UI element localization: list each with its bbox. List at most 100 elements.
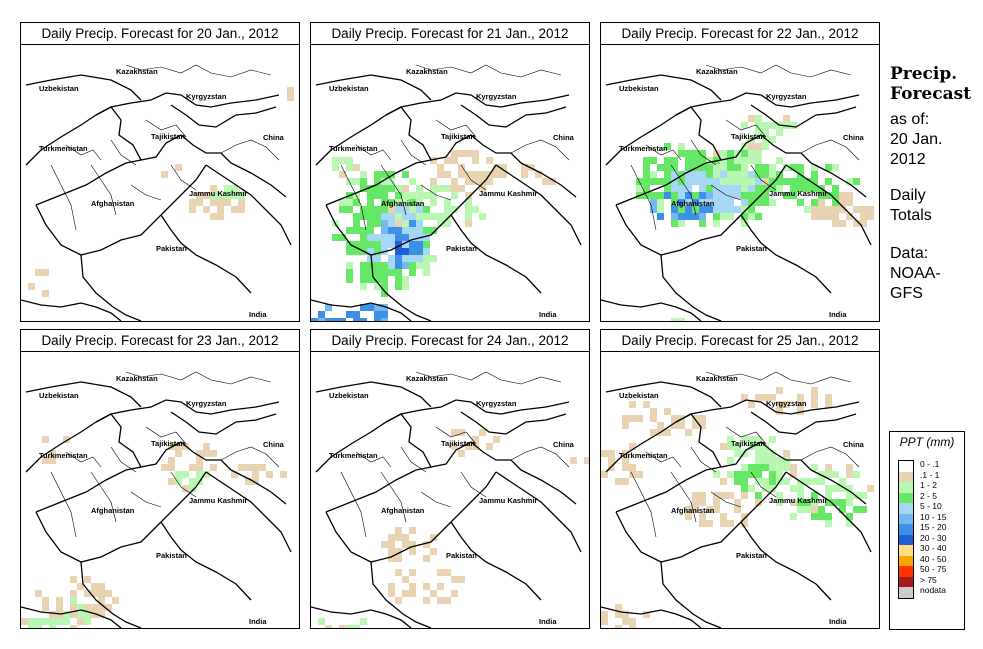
precip-cell bbox=[699, 157, 706, 164]
boundary-line bbox=[460, 471, 487, 498]
precip-cell bbox=[769, 457, 776, 464]
boundary-line bbox=[380, 471, 407, 523]
precip-cell bbox=[388, 269, 395, 276]
precip-cell bbox=[458, 150, 465, 157]
boundary-line bbox=[95, 106, 232, 164]
place-label-kyrgyzstan: Kyrgyzstan bbox=[476, 399, 517, 408]
boundary-line bbox=[160, 521, 252, 601]
precip-cell bbox=[332, 164, 339, 171]
precip-cell bbox=[699, 415, 706, 422]
precip-cell bbox=[367, 241, 374, 248]
precip-cell bbox=[287, 87, 294, 94]
place-label-tajikistan: Tajikistan bbox=[731, 132, 765, 141]
precip-cell bbox=[839, 506, 846, 513]
precip-cell bbox=[699, 520, 706, 527]
precip-cell bbox=[825, 464, 832, 471]
precip-cell bbox=[755, 192, 762, 199]
precip-cell bbox=[388, 206, 395, 213]
boundary-line bbox=[675, 413, 812, 471]
precip-cell bbox=[713, 178, 720, 185]
precip-cell bbox=[374, 248, 381, 255]
legend-label: 30 - 40 bbox=[920, 543, 947, 553]
precip-cell bbox=[381, 283, 388, 290]
precip-cell bbox=[423, 262, 430, 269]
precip-cell bbox=[811, 492, 818, 499]
forecast-map: Uzbekistan Kazakhstan Kyrgyzstan Tajikistan… bbox=[601, 45, 879, 321]
precip-cell bbox=[678, 150, 685, 157]
place-label-jammu-kashmir: Jammu Kashmir bbox=[479, 189, 537, 198]
precip-cell bbox=[629, 401, 636, 408]
map-canvas: Uzbekistan Kazakhstan Kyrgyzstan Tajikistan… bbox=[21, 371, 292, 628]
precip-cell bbox=[238, 464, 245, 471]
boundary-line bbox=[415, 371, 562, 385]
precip-cell bbox=[741, 185, 748, 192]
precip-cell bbox=[699, 164, 706, 171]
precip-cell bbox=[755, 178, 762, 185]
precip-cell bbox=[395, 548, 402, 555]
boundary-line bbox=[35, 164, 207, 256]
place-label-uzbekistan: Uzbekistan bbox=[39, 391, 79, 400]
precip-cell bbox=[451, 185, 458, 192]
precip-cell bbox=[423, 555, 430, 562]
precip-cell bbox=[664, 408, 671, 415]
precip-cell bbox=[615, 478, 622, 485]
precip-cell bbox=[500, 171, 507, 178]
precip-cell bbox=[458, 185, 465, 192]
precip-cell bbox=[755, 471, 762, 478]
precip-cell bbox=[755, 450, 762, 457]
precip-cell bbox=[769, 185, 776, 192]
precip-cell bbox=[339, 206, 346, 213]
precip-cell bbox=[832, 485, 839, 492]
precip-cell bbox=[867, 206, 874, 213]
precip-cell bbox=[727, 457, 734, 464]
precip-cell bbox=[437, 220, 444, 227]
place-label-china: China bbox=[553, 133, 575, 142]
precip-cell bbox=[741, 122, 748, 129]
precip-cell bbox=[409, 227, 416, 234]
precip-cell bbox=[762, 192, 769, 199]
precip-cell bbox=[706, 178, 713, 185]
precip-cell bbox=[409, 199, 416, 206]
precip-cell bbox=[713, 471, 720, 478]
precip-cell bbox=[685, 513, 692, 520]
precip-cell bbox=[388, 241, 395, 248]
place-label-afghanistan: Afghanistan bbox=[671, 199, 715, 208]
precip-cell bbox=[189, 199, 196, 206]
precip-cell bbox=[35, 590, 42, 597]
precip-cell bbox=[727, 150, 734, 157]
precip-cell bbox=[748, 436, 755, 443]
precip-cell bbox=[402, 199, 409, 206]
boundary-line bbox=[315, 74, 432, 101]
precip-cell bbox=[168, 478, 175, 485]
forecast-map: Uzbekistan Kazakhstan Kyrgyzstan Tajikistan… bbox=[21, 352, 299, 628]
precip-cell bbox=[318, 618, 325, 625]
map-canvas: Uzbekistan Kazakhstan Kyrgyzstan Tajikistan… bbox=[601, 371, 874, 628]
precip-cell bbox=[650, 199, 657, 206]
precip-cell bbox=[465, 206, 472, 213]
precip-cell bbox=[444, 213, 451, 220]
precip-cell bbox=[325, 625, 332, 628]
precip-cell bbox=[678, 199, 685, 206]
legend-swatches bbox=[898, 460, 914, 599]
precip-cell bbox=[727, 436, 734, 443]
precip-cell bbox=[818, 506, 825, 513]
precip-cell bbox=[175, 443, 182, 450]
precip-cell bbox=[734, 150, 741, 157]
precip-cell bbox=[360, 276, 367, 283]
forecast-map: Uzbekistan Kazakhstan Kyrgyzstan Tajikistan… bbox=[601, 352, 879, 628]
precip-cell bbox=[189, 478, 196, 485]
boundary-line bbox=[601, 299, 702, 321]
forecast-map: Uzbekistan Kazakhstan Kyrgyzstan Tajikistan… bbox=[311, 352, 589, 628]
place-label-china: China bbox=[263, 133, 285, 142]
boundary-line bbox=[460, 164, 487, 191]
boundary-line bbox=[630, 164, 657, 231]
precip-cell bbox=[720, 443, 727, 450]
precip-cell bbox=[238, 199, 245, 206]
precip-cell bbox=[790, 513, 797, 520]
precip-cell bbox=[797, 485, 804, 492]
precip-cell bbox=[839, 199, 846, 206]
precip-cell bbox=[409, 220, 416, 227]
place-label-china: China bbox=[843, 133, 865, 142]
precip-cell bbox=[769, 436, 776, 443]
precip-cell bbox=[748, 157, 755, 164]
